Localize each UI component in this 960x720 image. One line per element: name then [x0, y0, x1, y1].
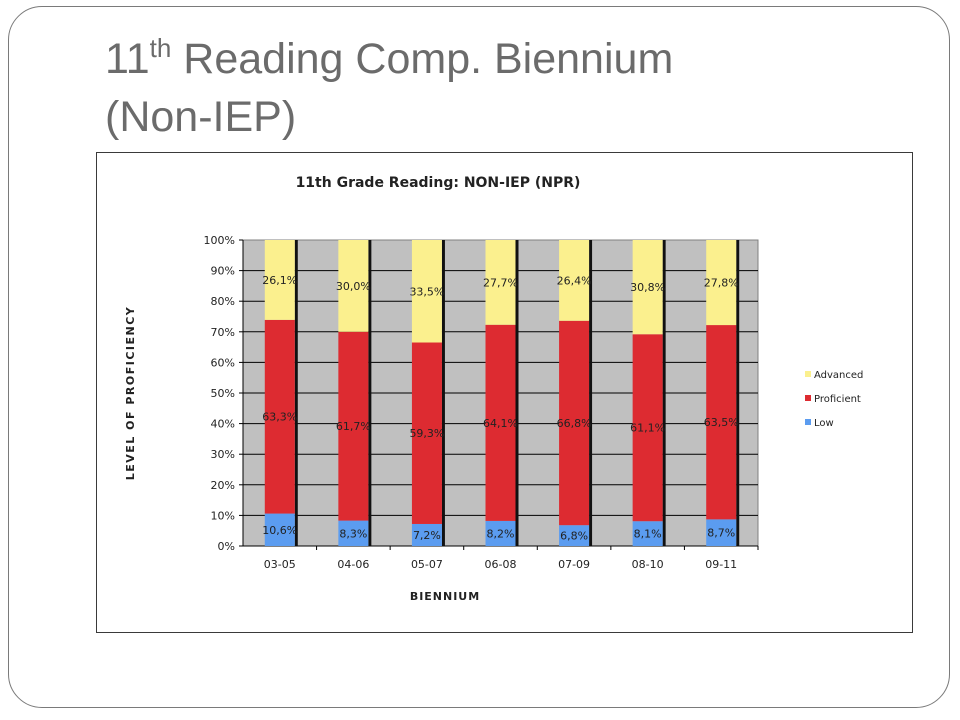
- bar-shadow: [515, 240, 519, 546]
- y-tick-label: 70%: [211, 326, 235, 339]
- title-superscript: th: [149, 33, 172, 63]
- data-label-low: 10,6%: [262, 524, 297, 537]
- stacked-bar-chart: 11th Grade Reading: NON-IEP (NPR) 0% 10% 20…: [124, 175, 863, 603]
- chart-container: 11th Grade Reading: NON-IEP (NPR) 0% 10% 20…: [96, 152, 913, 633]
- y-tick-label: 80%: [211, 295, 235, 308]
- data-label-advanced: 27,8%: [704, 277, 739, 290]
- data-label-advanced: 26,4%: [557, 274, 592, 287]
- x-tick-label: 07-09: [558, 558, 590, 571]
- x-axis-title: BIENNIUM: [410, 590, 480, 603]
- bar-shadow: [441, 240, 445, 546]
- y-tick-label: 60%: [211, 356, 235, 369]
- title-rest: Reading Comp. Biennium: [171, 35, 674, 83]
- data-label-advanced: 27,7%: [483, 276, 518, 289]
- bar-low-06-08: [485, 520, 516, 546]
- data-label-proficient: 66,8%: [557, 417, 592, 430]
- y-tick-label: 50%: [211, 387, 235, 400]
- slide-title: 11th Reading Comp. Biennium (Non-IEP): [105, 30, 885, 146]
- bar-proficient-03-05: [264, 319, 295, 514]
- bar-advanced-07-09: [559, 240, 590, 321]
- y-tick-label: 30%: [211, 448, 235, 461]
- bar-proficient-04-06: [338, 331, 369, 521]
- bar-advanced-06-08: [485, 240, 516, 325]
- data-label-proficient: 61,7%: [336, 420, 371, 433]
- bar-advanced-09-11: [706, 240, 737, 326]
- data-label-proficient: 61,1%: [630, 422, 665, 435]
- data-label-proficient: 63,5%: [704, 416, 739, 429]
- x-tick-label: 05-07: [411, 558, 443, 571]
- bar-proficient-07-09: [559, 320, 590, 526]
- x-tick-label: 09-11: [705, 558, 737, 571]
- y-tick-label: 0%: [218, 540, 235, 553]
- bar-low-04-06: [338, 520, 369, 546]
- title-main: 11: [105, 35, 150, 83]
- legend-swatch-low: [805, 419, 811, 425]
- legend-swatch-advanced: [805, 371, 811, 377]
- y-tick-label: 20%: [211, 479, 235, 492]
- x-tick-label: 04-06: [337, 558, 369, 571]
- data-label-low: 7,2%: [413, 529, 441, 542]
- y-tick-label: 10%: [211, 509, 235, 522]
- x-tick-label: 08-10: [632, 558, 664, 571]
- legend-swatch-proficient: [805, 395, 811, 401]
- bar-shadow: [662, 240, 666, 546]
- data-label-proficient: 59,3%: [409, 427, 444, 440]
- y-tick-label: 90%: [211, 265, 235, 278]
- data-label-low: 8,3%: [339, 527, 367, 540]
- bar-shadow: [368, 240, 372, 546]
- bar-proficient-05-07: [411, 342, 442, 524]
- y-tick-label: 100%: [204, 234, 235, 247]
- bar-low-09-11: [706, 519, 737, 546]
- bar-advanced-04-06: [338, 240, 369, 332]
- legend-label-proficient: Proficient: [814, 394, 861, 405]
- bar-low-03-05: [264, 513, 295, 546]
- data-label-advanced: 30,0%: [336, 280, 371, 293]
- data-label-advanced: 33,5%: [409, 285, 444, 298]
- y-tick-label: 40%: [211, 418, 235, 431]
- bar-proficient-09-11: [706, 325, 737, 520]
- data-label-low: 8,1%: [634, 528, 662, 541]
- legend-label-advanced: Advanced: [814, 370, 863, 381]
- data-label-advanced: 30,8%: [630, 281, 665, 294]
- title-line2: (Non-IEP): [105, 93, 297, 141]
- bar-advanced-03-05: [264, 240, 295, 320]
- bar-shadow: [736, 240, 740, 546]
- bar-advanced-08-10: [632, 240, 663, 335]
- bar-low-08-10: [632, 521, 663, 546]
- y-axis-title: LEVEL OF PROFICIENCY: [124, 306, 137, 481]
- bar-advanced-05-07: [411, 240, 442, 343]
- chart-title: 11th Grade Reading: NON-IEP (NPR): [296, 175, 581, 191]
- x-tick-label: 03-05: [264, 558, 296, 571]
- data-label-proficient: 64,1%: [483, 417, 518, 430]
- data-label-low: 6,8%: [560, 530, 588, 543]
- data-label-proficient: 63,3%: [262, 411, 297, 424]
- bar-proficient-06-08: [485, 324, 516, 521]
- data-label-low: 8,2%: [487, 527, 515, 540]
- legend-label-low: Low: [814, 418, 834, 429]
- bar-low-07-09: [559, 525, 590, 546]
- bar-low-05-07: [411, 523, 442, 546]
- data-label-low: 8,7%: [707, 527, 735, 540]
- data-label-advanced: 26,1%: [262, 274, 297, 287]
- bar-shadow: [294, 240, 298, 546]
- x-tick-label: 06-08: [485, 558, 517, 571]
- bar-shadow: [589, 240, 593, 546]
- bar-proficient-08-10: [632, 334, 663, 522]
